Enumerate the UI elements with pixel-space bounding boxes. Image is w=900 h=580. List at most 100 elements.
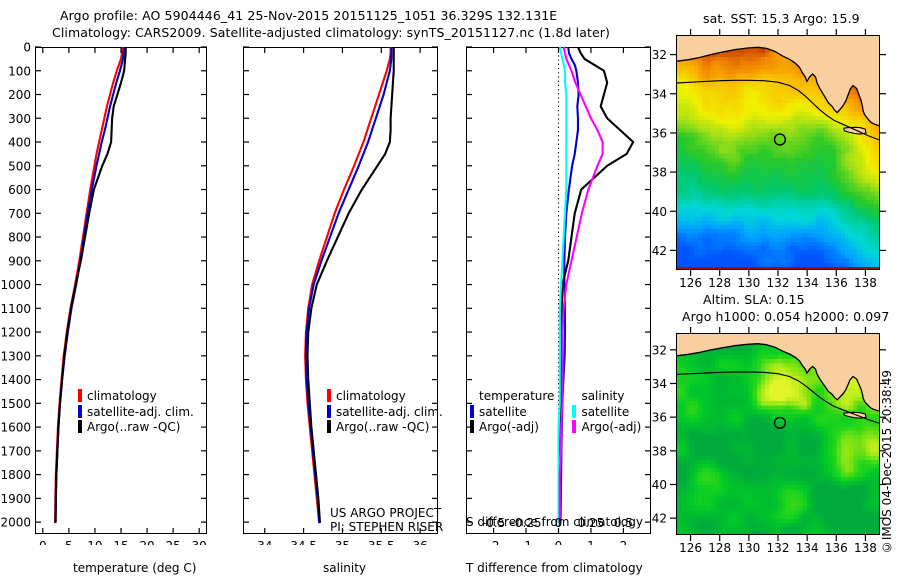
legend-swatch (78, 404, 82, 418)
svg-text:2000: 2000 (0, 516, 31, 530)
difference-legend: temperature satellite Argo(-adj) salinity sa… (470, 389, 641, 436)
svg-text:1300: 1300 (0, 349, 31, 363)
difference-t-axis-label: T difference from climatology (466, 561, 643, 575)
svg-text:-34: -34 (650, 87, 667, 101)
svg-text:1600: 1600 (0, 421, 31, 435)
sla-map-title-line-2: Argo h1000: 0.054 h2000: 0.097 (682, 309, 890, 324)
svg-text:136: 136 (825, 276, 848, 288)
temperature-axis-label: temperature (deg C) (73, 561, 197, 575)
legend-item: satellite (470, 404, 554, 421)
svg-text:0: 0 (555, 516, 563, 530)
svg-text:0.5: 0.5 (614, 516, 633, 530)
salinity-panel (243, 47, 438, 534)
svg-text:5: 5 (65, 539, 73, 545)
temperature-panel (35, 47, 207, 534)
svg-text:1: 1 (587, 539, 595, 545)
svg-text:138: 138 (854, 276, 877, 288)
temperature-axis-ticks: 0100200300400500600700800900100011001200… (0, 41, 207, 545)
svg-text:15: 15 (113, 539, 128, 545)
svg-text:0: 0 (555, 539, 563, 545)
sla-map[interactable] (676, 333, 880, 535)
svg-text:0: 0 (23, 41, 31, 55)
svg-text:1900: 1900 (0, 492, 31, 506)
legend-label: satellite (581, 404, 630, 419)
header-line-1: Argo profile: AO 5904446_41 25-Nov-2015 … (60, 8, 558, 23)
legend-swatch (572, 420, 577, 433)
svg-text:35: 35 (335, 539, 350, 545)
svg-text:-40: -40 (650, 205, 667, 219)
svg-text:-42: -42 (650, 244, 667, 258)
salinity-axis-label: salinity (323, 561, 367, 575)
svg-text:-38: -38 (650, 166, 667, 180)
legend-label: Argo(-adj) (479, 420, 539, 434)
legend-label: Argo(..raw -QC) (87, 420, 181, 434)
svg-text:-32: -32 (650, 48, 667, 62)
svg-text:-0.25: -0.25 (511, 516, 542, 530)
project-line-1: US ARGO PROJECT (330, 506, 442, 520)
legend-item: satellite (572, 404, 641, 421)
legend-label: satellite-adj. clim. (87, 404, 194, 419)
imos-credit: ©IMOS 04-Dec-2015 20:38:49 (880, 370, 894, 555)
legend-item: satellite-adj. clim. (78, 404, 194, 421)
svg-text:10: 10 (87, 539, 102, 545)
legend-label: satellite-adj. clim. (336, 404, 443, 419)
svg-text:132: 132 (767, 276, 790, 288)
svg-text:2: 2 (620, 539, 628, 545)
legend-item: climatology (78, 389, 194, 405)
sst-map[interactable] (676, 35, 880, 270)
sla-map-title-line-1: Altim. SLA: 0.15 (703, 292, 805, 307)
legend-group-title: temperature (479, 389, 555, 403)
svg-text:-2: -2 (488, 539, 500, 545)
legend-column: temperature satellite Argo(-adj) (470, 389, 554, 436)
salinity-axis-ticks: 34 34.5 35 35.5 36 (243, 46, 438, 545)
svg-text:1700: 1700 (0, 444, 31, 458)
svg-text:-36: -36 (650, 126, 667, 140)
svg-text:130: 130 (737, 276, 760, 288)
svg-text:134: 134 (796, 276, 819, 288)
svg-text:20: 20 (139, 539, 154, 545)
sst-map-title: sat. SST: 15.3 Argo: 15.9 (703, 11, 860, 26)
svg-text:34: 34 (257, 539, 272, 545)
svg-text:1200: 1200 (0, 326, 31, 340)
svg-text:36: 36 (412, 539, 427, 545)
svg-text:100: 100 (8, 64, 31, 78)
svg-text:1800: 1800 (0, 468, 31, 482)
header-line-2: Climatology: CARS2009. Satellite-adjuste… (52, 25, 611, 40)
legend-item: Argo(..raw -QC) (327, 420, 443, 436)
svg-text:1100: 1100 (0, 302, 31, 316)
legend-label: climatology (336, 389, 406, 403)
svg-text:700: 700 (8, 207, 31, 221)
difference-plot (557, 47, 635, 534)
svg-text:1500: 1500 (0, 397, 31, 411)
svg-text:30: 30 (192, 539, 207, 545)
legend-item: satellite-adj. clim. (327, 404, 443, 421)
svg-text:128: 128 (708, 276, 731, 288)
svg-text:1400: 1400 (0, 373, 31, 387)
svg-text:0: 0 (39, 539, 47, 545)
legend-swatch (78, 389, 82, 402)
legend-swatch (470, 420, 474, 433)
legend-label: climatology (87, 389, 157, 403)
legend-label: Argo(..raw -QC) (336, 420, 430, 434)
legend-swatch (572, 404, 577, 418)
legend-label: Argo(-adj) (581, 420, 642, 434)
legend-item: Argo(..raw -QC) (78, 420, 194, 436)
svg-text:200: 200 (8, 88, 31, 102)
svg-text:126: 126 (679, 276, 702, 288)
legend-swatch (327, 404, 331, 418)
svg-text:800: 800 (8, 231, 31, 245)
svg-text:400: 400 (8, 136, 31, 150)
legend-swatch (78, 420, 82, 433)
difference-axis-ticks: -2 -1 0 1 2 -0.5 -0.25 0 0.25 0.5 (466, 46, 651, 545)
svg-text:500: 500 (8, 159, 31, 173)
legend-group-title: salinity (581, 389, 625, 403)
legend-label: satellite (479, 404, 527, 419)
svg-text:35.5: 35.5 (368, 539, 395, 545)
svg-text:25: 25 (165, 539, 180, 545)
legend-item: Argo(-adj) (572, 420, 641, 436)
legend-swatch (327, 420, 331, 433)
svg-text:34.5: 34.5 (290, 539, 317, 545)
difference-s-axis-label: S difference from climatology (466, 515, 643, 529)
legend-column: salinity satellite Argo(-adj) (572, 389, 641, 436)
